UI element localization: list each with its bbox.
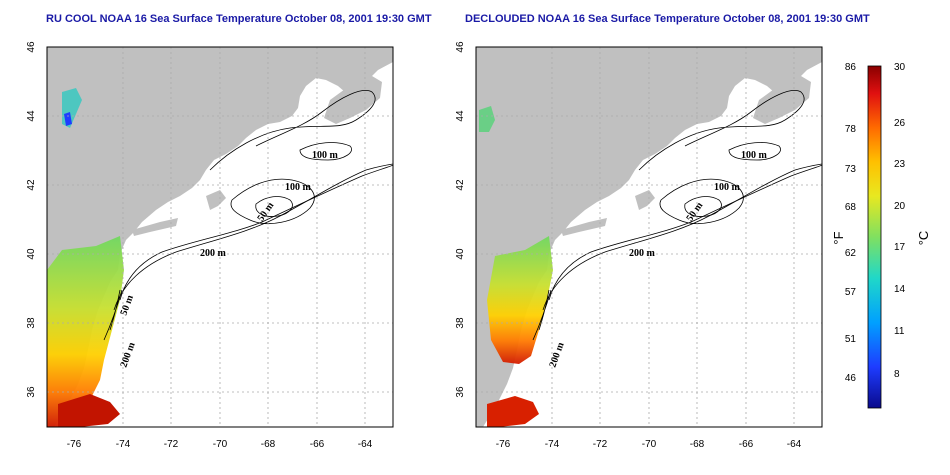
colorbar-c-tick: 20: [894, 201, 906, 212]
x-tick-label: -76: [496, 439, 511, 450]
contour-label: 50 m: [255, 200, 276, 224]
colorbar-f-tick: 68: [845, 202, 857, 213]
map-grid: [476, 47, 822, 427]
y-tick-label: 38: [26, 317, 37, 329]
x-tick-label: -76: [67, 439, 82, 450]
y-tick-label: 44: [455, 110, 466, 122]
contour-label: 100 m: [312, 150, 339, 161]
map-grid: [47, 47, 393, 427]
sst-warm-spot: [58, 394, 120, 427]
colorbar-c-tick: 17: [894, 242, 906, 253]
y-tick-label: 36: [455, 386, 466, 398]
map-frame: [46, 46, 394, 428]
x-tick-label: -64: [787, 439, 802, 450]
x-tick-label: -64: [358, 439, 373, 450]
colorbar-c-tick: 23: [894, 159, 906, 170]
colorbar-gradient: [867, 65, 882, 409]
contour-label: 100 m: [741, 150, 768, 161]
bathymetry-contours: [532, 90, 822, 341]
colorbar-f-tick: 78: [845, 124, 857, 135]
y-tick-label: 42: [455, 179, 466, 191]
colorbar-f-tick: 62: [845, 248, 857, 259]
x-tick-label: -68: [690, 439, 705, 450]
x-tick-label: -68: [261, 439, 276, 450]
map-frame: [475, 46, 823, 428]
x-tick-label: -72: [164, 439, 179, 450]
panel-title: DECLOUDED NOAA 16 Sea Surface Temperatur…: [465, 13, 870, 25]
map-panel-left: RU COOL NOAA 16 Sea Surface Temperature …: [26, 13, 432, 450]
cape-cod: [206, 190, 226, 210]
sst-blue-spot: [64, 112, 72, 126]
contour-label: 100 m: [285, 182, 312, 193]
contour-label: 200 m: [118, 340, 137, 369]
contour-label: 200 m: [200, 248, 227, 259]
sst-north-patch: [479, 106, 495, 132]
panel-title: RU COOL NOAA 16 Sea Surface Temperature …: [46, 13, 432, 25]
long-island: [561, 218, 607, 236]
y-tick-label: 36: [26, 386, 37, 398]
y-tick-label: 46: [455, 41, 466, 53]
colorbar-unit-f: °F: [831, 231, 846, 244]
colorbar-c-tick: 8: [894, 369, 900, 380]
nova-scotia: [753, 76, 811, 124]
bathymetry-contours: [103, 90, 393, 341]
y-tick-label: 40: [26, 248, 37, 260]
x-tick-label: -70: [213, 439, 228, 450]
colorbar-f-scale: 86 78 73 68 62 57 51 46: [845, 62, 857, 384]
colorbar-c-tick: 14: [894, 284, 906, 295]
y-tick-label: 42: [26, 179, 37, 191]
colorbar-f-tick: 51: [845, 334, 857, 345]
y-tick-label: 44: [26, 110, 37, 122]
x-axis: -76 -74 -72 -70 -68 -66 -64: [496, 439, 802, 450]
colorbar-unit-c: °C: [916, 231, 931, 246]
long-island: [132, 218, 178, 236]
sst-shelf-area: [47, 236, 124, 427]
colorbar-c-scale: 30 26 23 20 17 14 11 8: [894, 62, 906, 380]
x-tick-label: -74: [545, 439, 560, 450]
colorbar-f-tick: 73: [845, 164, 857, 175]
x-tick-label: -70: [642, 439, 657, 450]
colorbar-f-tick: 57: [845, 287, 857, 298]
contour-label: 50 m: [684, 200, 705, 224]
colorbar: 86 78 73 68 62 57 51 46 30 26 23 20 17 1…: [831, 62, 931, 409]
x-tick-label: -74: [116, 439, 131, 450]
colorbar-c-tick: 26: [894, 118, 906, 129]
y-tick-label: 38: [455, 317, 466, 329]
colorbar-f-tick: 86: [845, 62, 857, 73]
nova-scotia: [324, 76, 382, 124]
x-tick-label: -66: [739, 439, 754, 450]
y-tick-label: 40: [455, 248, 466, 260]
colorbar-c-tick: 30: [894, 62, 906, 73]
contour-label: 200 m: [547, 340, 566, 369]
y-axis: 46 44 42 40 38 36: [26, 41, 37, 398]
x-tick-label: -66: [310, 439, 325, 450]
colorbar-f-tick: 46: [845, 373, 857, 384]
contour-label: 200 m: [629, 248, 656, 259]
y-tick-label: 46: [26, 41, 37, 53]
land-mass: [476, 47, 822, 427]
sst-warm-spot: [487, 396, 539, 427]
colorbar-c-tick: 11: [894, 326, 905, 337]
y-axis: 46 44 42 40 38 36: [455, 41, 466, 398]
cape-cod: [635, 190, 655, 210]
x-axis: -76 -74 -72 -70 -68 -66 -64: [67, 439, 373, 450]
land-mass: [47, 47, 393, 427]
map-panel-right: DECLOUDED NOAA 16 Sea Surface Temperatur…: [455, 13, 870, 450]
x-tick-label: -72: [593, 439, 608, 450]
contour-label: 100 m: [714, 182, 741, 193]
